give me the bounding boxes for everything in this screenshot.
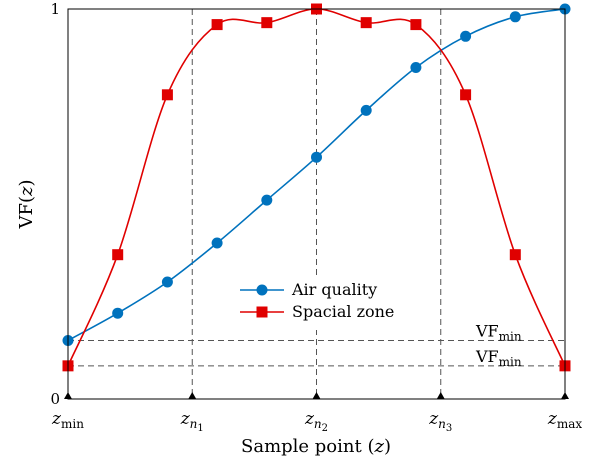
air-quality-point xyxy=(509,11,521,23)
x-axis-title: Sample point (z) xyxy=(241,436,391,457)
x-tick-label-subscript: max xyxy=(557,417,583,431)
air-quality-point xyxy=(211,237,223,249)
legend-square-marker xyxy=(256,306,268,318)
x-tick-label-base: z xyxy=(304,409,315,429)
y-axis-title-text-end: ) xyxy=(16,179,37,186)
x-axis-title-text-end: ) xyxy=(384,436,391,457)
x-tick-marker xyxy=(188,392,197,399)
x-tick-label-subscript: n xyxy=(438,417,446,431)
vfmin-label-base: VF xyxy=(475,347,499,366)
y-axis-title-text: VF( xyxy=(16,196,37,230)
y-axis-title: VF(z) xyxy=(16,179,37,229)
x-tick-marker xyxy=(561,392,569,399)
vfmin-label-subscript: min xyxy=(499,355,522,369)
air-quality-point xyxy=(112,307,124,319)
x-tick-label-base: z xyxy=(547,409,558,429)
legend-circle-marker xyxy=(256,284,268,296)
x-tick-label: zn1 xyxy=(180,409,204,434)
vfmin-label-base: VF xyxy=(475,322,499,341)
spacial-zone-point xyxy=(112,249,124,261)
x-tick-label-subsubscript: 1 xyxy=(197,423,203,434)
x-tick-label-subsubscript: 2 xyxy=(322,423,328,434)
x-tick-marker xyxy=(312,392,321,399)
x-tick-label-subscript: n xyxy=(190,417,198,431)
spacial-zone-point xyxy=(509,249,521,261)
air-quality-point xyxy=(261,194,273,206)
legend-label: Spacial zone xyxy=(292,302,394,321)
x-tick-label: zn3 xyxy=(428,409,452,434)
tick-layer xyxy=(64,8,569,400)
spacial-zone-point xyxy=(261,17,273,29)
vfmin-label: VFmin xyxy=(475,322,522,344)
x-axis-title-text: Sample point ( xyxy=(241,436,374,457)
x-tick-label-subscript: min xyxy=(61,417,84,431)
grid-layer xyxy=(68,9,565,399)
y-axis-title-variable: z xyxy=(16,186,37,197)
y-tick-label: 0 xyxy=(50,390,60,408)
spacial-zone-point xyxy=(161,89,173,101)
spacial-zone-point xyxy=(211,19,223,31)
vfmin-label: VFmin xyxy=(475,347,522,369)
x-tick-label-subscript: n xyxy=(314,417,322,431)
y-tick-label: 1 xyxy=(50,0,60,18)
x-tick-label: zmax xyxy=(547,409,583,431)
x-tick-label-base: z xyxy=(180,409,191,429)
x-tick-label-base: z xyxy=(428,409,439,429)
x-tick-label-subsubscript: 3 xyxy=(446,423,452,434)
spacial-zone-point xyxy=(460,89,472,101)
spacial-zone-point xyxy=(410,19,422,31)
vfmin-label-subscript: min xyxy=(499,330,522,344)
x-tick-label: zmin xyxy=(51,409,84,431)
legend: Air quality Spacial zone xyxy=(236,278,394,330)
x-tick-label-base: z xyxy=(51,409,62,429)
x-tick-marker xyxy=(64,392,72,399)
air-quality-point xyxy=(460,30,472,42)
legend-label: Air quality xyxy=(291,280,377,299)
spacial-zone-point xyxy=(360,17,372,29)
x-tick-marker xyxy=(436,392,445,399)
air-quality-point xyxy=(311,151,322,163)
air-quality-point xyxy=(360,104,372,116)
x-tick-label: zn2 xyxy=(304,409,328,434)
air-quality-point xyxy=(410,62,422,73)
x-axis-title-variable: z xyxy=(373,436,384,457)
air-quality-point xyxy=(161,276,173,288)
